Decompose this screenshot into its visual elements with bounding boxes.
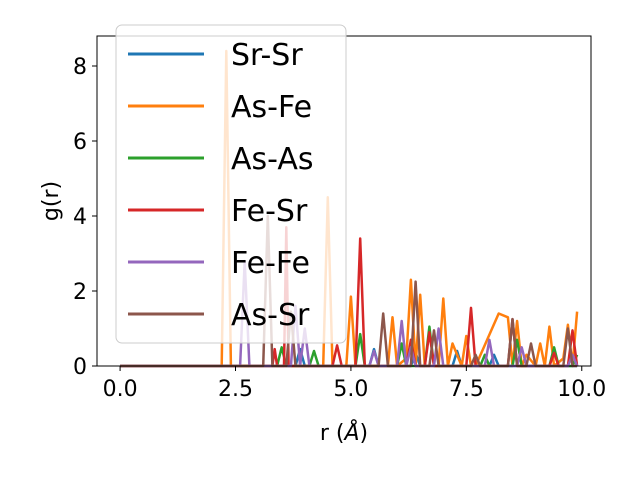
- legend-label: Fe-Sr: [231, 194, 308, 229]
- legend-label: As-Fe: [231, 90, 312, 125]
- legend-label: Fe-Fe: [231, 246, 310, 281]
- x-tick-label: 2.5: [218, 377, 253, 402]
- x-axis-label-suffix: ): [360, 421, 369, 446]
- x-axis-label-prefix: r (: [320, 421, 345, 446]
- y-tick-label: 6: [73, 130, 87, 155]
- x-tick-label: 0.0: [103, 377, 138, 402]
- y-tick-label: 8: [73, 55, 87, 80]
- legend-label: Sr-Sr: [231, 38, 303, 73]
- x-axis-ticks: 0.0 2.5 5.0 7.5 10.0: [103, 366, 606, 402]
- legend: Sr-Sr As-Fe As-As Fe-Sr Fe-Fe As-Sr: [115, 24, 347, 344]
- legend-label: As-As: [231, 142, 313, 177]
- y-tick-label: 2: [73, 280, 87, 305]
- x-tick-label: 10.0: [557, 377, 606, 402]
- y-tick-label: 4: [73, 205, 87, 230]
- legend-label: As-Sr: [231, 298, 310, 333]
- y-tick-label: 0: [73, 355, 87, 380]
- x-tick-label: 5.0: [333, 377, 368, 402]
- y-axis-ticks: 0 2 4 6 8: [73, 55, 97, 380]
- x-axis-label-unit: Å: [342, 419, 359, 446]
- x-tick-label: 7.5: [449, 377, 484, 402]
- y-axis-label: g(r): [39, 181, 64, 221]
- x-axis-label: r (Å): [320, 419, 368, 446]
